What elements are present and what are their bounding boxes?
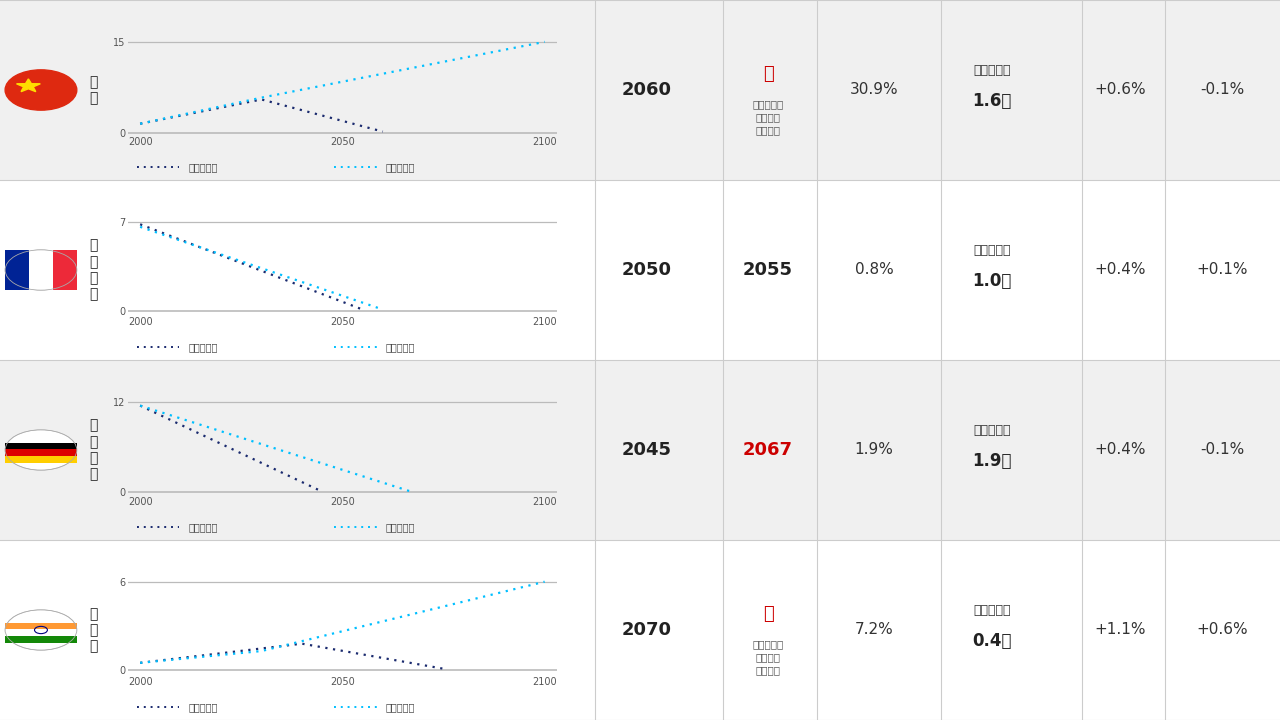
Text: +0.1%: +0.1% xyxy=(1197,263,1248,277)
Text: 目標ペース: 目標ペース xyxy=(188,342,218,352)
Text: 実績ペース: 実績ペース xyxy=(385,702,415,712)
Text: 1.9倍: 1.9倍 xyxy=(973,452,1011,470)
Text: 実績ペース: 実績ペース xyxy=(385,522,415,532)
Text: -0.1%: -0.1% xyxy=(1201,443,1244,457)
Text: 実績ペース: 実績ペース xyxy=(385,162,415,172)
Bar xyxy=(0,360,1280,540)
Text: 世界平均の: 世界平均の xyxy=(973,424,1011,437)
Text: 2060: 2060 xyxy=(621,81,672,99)
Circle shape xyxy=(5,430,77,470)
Circle shape xyxy=(5,250,77,290)
Bar xyxy=(29,250,52,290)
Text: ！: ！ xyxy=(763,65,773,83)
Text: フ
ラ
ン
ス: フ ラ ン ス xyxy=(90,239,97,301)
Text: -0.1%: -0.1% xyxy=(1201,83,1244,97)
Text: 目標ペース: 目標ペース xyxy=(188,162,218,172)
Bar xyxy=(5,443,77,450)
Bar xyxy=(5,456,77,464)
Text: 2055: 2055 xyxy=(742,261,794,279)
Text: 0.8%: 0.8% xyxy=(855,263,893,277)
Text: ！: ！ xyxy=(763,605,773,624)
Text: 7.2%: 7.2% xyxy=(855,623,893,637)
Text: 0.4倍: 0.4倍 xyxy=(973,632,1011,649)
Text: ド
イ
ツ
ー: ド イ ツ ー xyxy=(90,419,97,481)
Polygon shape xyxy=(17,79,41,91)
Text: 2070: 2070 xyxy=(621,621,672,639)
Text: +0.6%: +0.6% xyxy=(1094,83,1146,97)
Text: 1.0倍: 1.0倍 xyxy=(973,271,1011,289)
Bar xyxy=(52,250,77,290)
Text: 30.9%: 30.9% xyxy=(850,83,899,97)
Text: イ
ン
ド: イ ン ド xyxy=(90,607,97,653)
Bar xyxy=(5,623,77,630)
Bar xyxy=(5,250,29,290)
Text: 2067: 2067 xyxy=(742,441,794,459)
Bar xyxy=(0,0,1280,180)
Text: 2045: 2045 xyxy=(621,441,672,459)
Bar xyxy=(5,636,77,644)
Bar xyxy=(5,629,77,636)
Text: 一人当たり
排出量は
増加傾向: 一人当たり 排出量は 増加傾向 xyxy=(753,99,783,135)
Text: 一人当たり
排出量は
増加傾向: 一人当たり 排出量は 増加傾向 xyxy=(753,639,783,675)
Bar xyxy=(0,180,1280,360)
Circle shape xyxy=(5,70,77,110)
Text: 実績ペース: 実績ペース xyxy=(385,342,415,352)
Text: 目標ペース: 目標ペース xyxy=(188,702,218,712)
Text: 世界平均の: 世界平均の xyxy=(973,604,1011,617)
Text: +0.4%: +0.4% xyxy=(1094,263,1146,277)
Text: 2050: 2050 xyxy=(621,261,672,279)
Text: 世界平均の: 世界平均の xyxy=(973,244,1011,257)
Text: 1.6倍: 1.6倍 xyxy=(973,91,1011,109)
Text: +0.4%: +0.4% xyxy=(1094,443,1146,457)
Text: +1.1%: +1.1% xyxy=(1094,623,1146,637)
Circle shape xyxy=(5,610,77,650)
Text: 中
国: 中 国 xyxy=(90,75,97,105)
Text: 目標ペース: 目標ペース xyxy=(188,522,218,532)
Bar xyxy=(0,540,1280,720)
Text: 1.9%: 1.9% xyxy=(855,443,893,457)
Text: +0.6%: +0.6% xyxy=(1197,623,1248,637)
Text: 世界平均の: 世界平均の xyxy=(973,64,1011,77)
Bar xyxy=(5,449,77,456)
